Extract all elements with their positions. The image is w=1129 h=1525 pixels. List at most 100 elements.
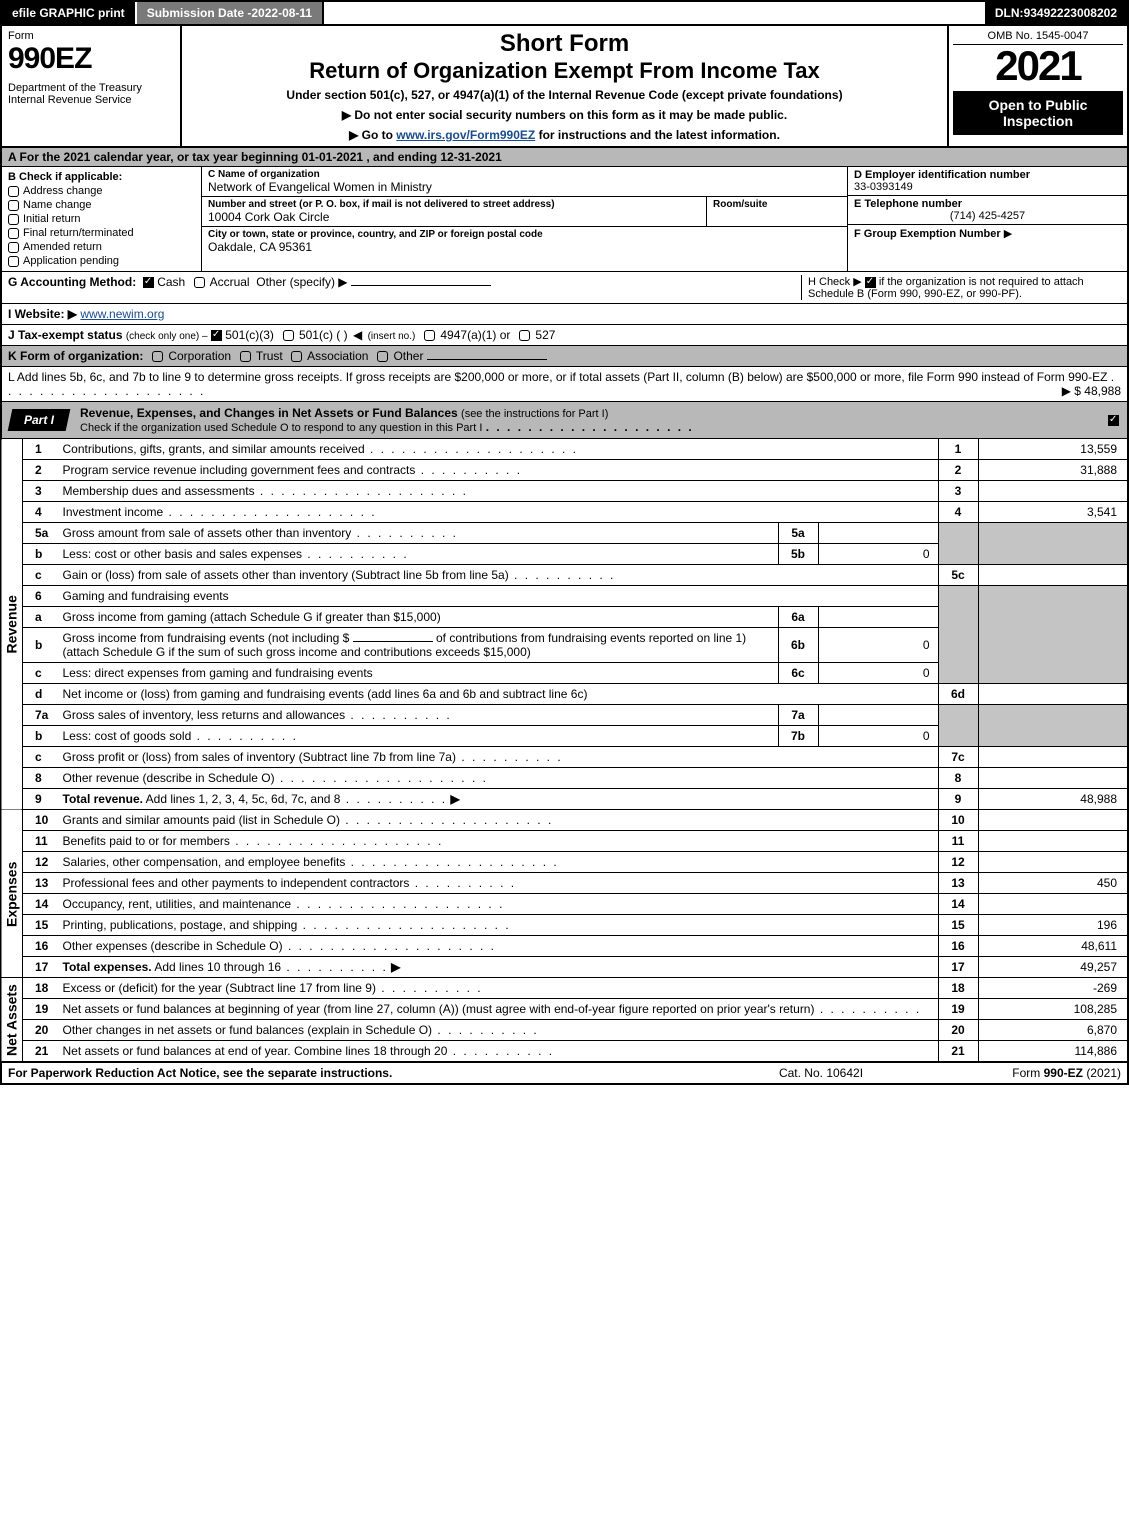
k-trust: Trust [256,349,283,363]
l6d-desc: Net income or (loss) from gaming and fun… [63,687,588,701]
dots [376,981,483,995]
chk-final-return[interactable]: Final return/terminated [8,227,195,239]
part1-chk[interactable] [1108,413,1127,427]
l7c-amount [978,747,1128,768]
chk-501c3[interactable] [211,330,222,341]
topbar-spacer [324,2,985,24]
chk-amended-return[interactable]: Amended return [8,241,195,253]
e-label: E Telephone number [854,198,1121,210]
chk-label: Final return/terminated [23,227,134,239]
tri-left-icon [351,328,364,342]
dots [432,1023,539,1037]
dots [297,918,510,932]
g-cash: Cash [157,275,185,289]
col-b: B Check if applicable: Address change Na… [2,167,202,271]
chk-accrual[interactable] [194,277,205,288]
l6a-desc: Gross income from gaming (attach Schedul… [63,610,441,624]
subtitle: Under section 501(c), 527, or 4947(a)(1)… [190,88,939,102]
checkbox-icon [8,186,19,197]
chk-501c[interactable] [283,330,294,341]
footer-right-bold: 990-EZ [1044,1066,1083,1080]
blank [353,641,433,642]
l5a-desc: Gross amount from sale of assets other t… [63,526,352,540]
j-label: J Tax-exempt status [8,328,123,342]
chk-cash[interactable] [143,277,154,288]
l14-amount [978,894,1128,915]
dots [351,526,458,540]
l17-amount: 49,257 [978,957,1128,978]
line-12: 12 Salaries, other compensation, and emp… [1,852,1128,873]
irs-link[interactable]: www.irs.gov/Form990EZ [396,128,535,142]
l21-amount: 114,886 [978,1041,1128,1062]
checkbox-icon [8,228,19,239]
l20-amount: 6,870 [978,1020,1128,1041]
j-527: 527 [535,328,555,342]
chk-app-pending[interactable]: Application pending [8,255,195,267]
main-title: Return of Organization Exempt From Incom… [190,58,939,84]
arrow-icon: ▶ [391,960,400,974]
chk-label: Address change [23,185,103,197]
chk-other[interactable] [377,351,388,362]
c-street-row: Number and street (or P. O. box, if mail… [202,197,847,227]
j-insert: (insert no.) [368,331,416,342]
chk-trust[interactable] [240,351,251,362]
line-9: 9 Total revenue. Total revenue. Add line… [1,789,1128,810]
header-left: Form 990EZ Department of the Treasury In… [2,26,182,146]
g-other-blank [351,285,491,286]
h-section: H Check ▶ if the organization is not req… [801,275,1121,300]
l19-amount: 108,285 [978,999,1128,1020]
f-label: F Group Exemption Number [854,228,1001,240]
l2-desc: Program service revenue including govern… [63,463,416,477]
dots [281,960,388,974]
chk-assoc[interactable] [291,351,302,362]
dln-value: 93492223008202 [1024,6,1117,20]
website-link[interactable]: www.newim.org [80,307,164,321]
row-l: L Add lines 5b, 6c, and 7b to line 9 to … [0,367,1129,402]
dots [291,897,504,911]
line-16: 16 Other expenses (describe in Schedule … [1,936,1128,957]
k-other: Other [393,349,423,363]
chk-initial-return[interactable]: Initial return [8,213,195,225]
l5c-desc: Gain or (loss) from sale of assets other… [63,568,509,582]
l14-desc: Occupancy, rent, utilities, and maintena… [63,897,292,911]
short-form-title: Short Form [190,30,939,58]
row-gh: G Accounting Method: Cash Accrual Other … [0,272,1129,304]
dots [814,1002,921,1016]
subdate-value: 2022-08-11 [251,6,312,20]
goto-post: for instructions and the latest informat… [539,128,780,142]
chk-h[interactable] [865,277,876,288]
efile-print-button[interactable]: efile GRAPHIC print [2,2,137,24]
l16-amount: 48,611 [978,936,1128,957]
j-501c3: 501(c)(3) [225,328,274,342]
dots [275,771,488,785]
c-name-label: C Name of organization [208,169,841,180]
l6b-sv: 0 [818,628,938,663]
line-17: 17 Total expenses. Add lines 10 through … [1,957,1128,978]
footer-mid: Cat. No. 10642I [721,1066,921,1080]
chk-527[interactable] [519,330,530,341]
line-3: 3 Membership dues and assessments 3 [1,481,1128,502]
line-6d: d Net income or (loss) from gaming and f… [1,684,1128,705]
chk-name-change[interactable]: Name change [8,199,195,211]
g-accrual: Accrual [210,275,250,289]
l7b-sv: 0 [818,726,938,747]
line-7c: c Gross profit or (loss) from sales of i… [1,747,1128,768]
chk-4947[interactable] [424,330,435,341]
chk-address-change[interactable]: Address change [8,185,195,197]
l5b-desc: Less: cost or other basis and sales expe… [63,547,302,561]
tax-year: 2021 [953,45,1123,87]
checkbox-icon [8,200,19,211]
chk-corp[interactable] [152,351,163,362]
line-10: Expenses 10 Grants and similar amounts p… [1,810,1128,831]
l6-desc: Gaming and fundraising events [57,586,939,607]
l6c-sv: 0 [818,663,938,684]
l-amount: ▶ $ 48,988 [1062,384,1121,398]
line-18: Net Assets 18 Excess or (deficit) for th… [1,978,1128,999]
part1-header: Part I Revenue, Expenses, and Changes in… [0,402,1129,439]
side-expenses: Expenses [1,810,23,978]
l20-desc: Other changes in net assets or fund bala… [63,1023,433,1037]
chk-label: Application pending [23,255,119,267]
f-arrow: ▶ [1004,228,1012,240]
l10-desc: Grants and similar amounts paid (list in… [63,813,340,827]
c-city-label: City or town, state or province, country… [208,229,841,240]
